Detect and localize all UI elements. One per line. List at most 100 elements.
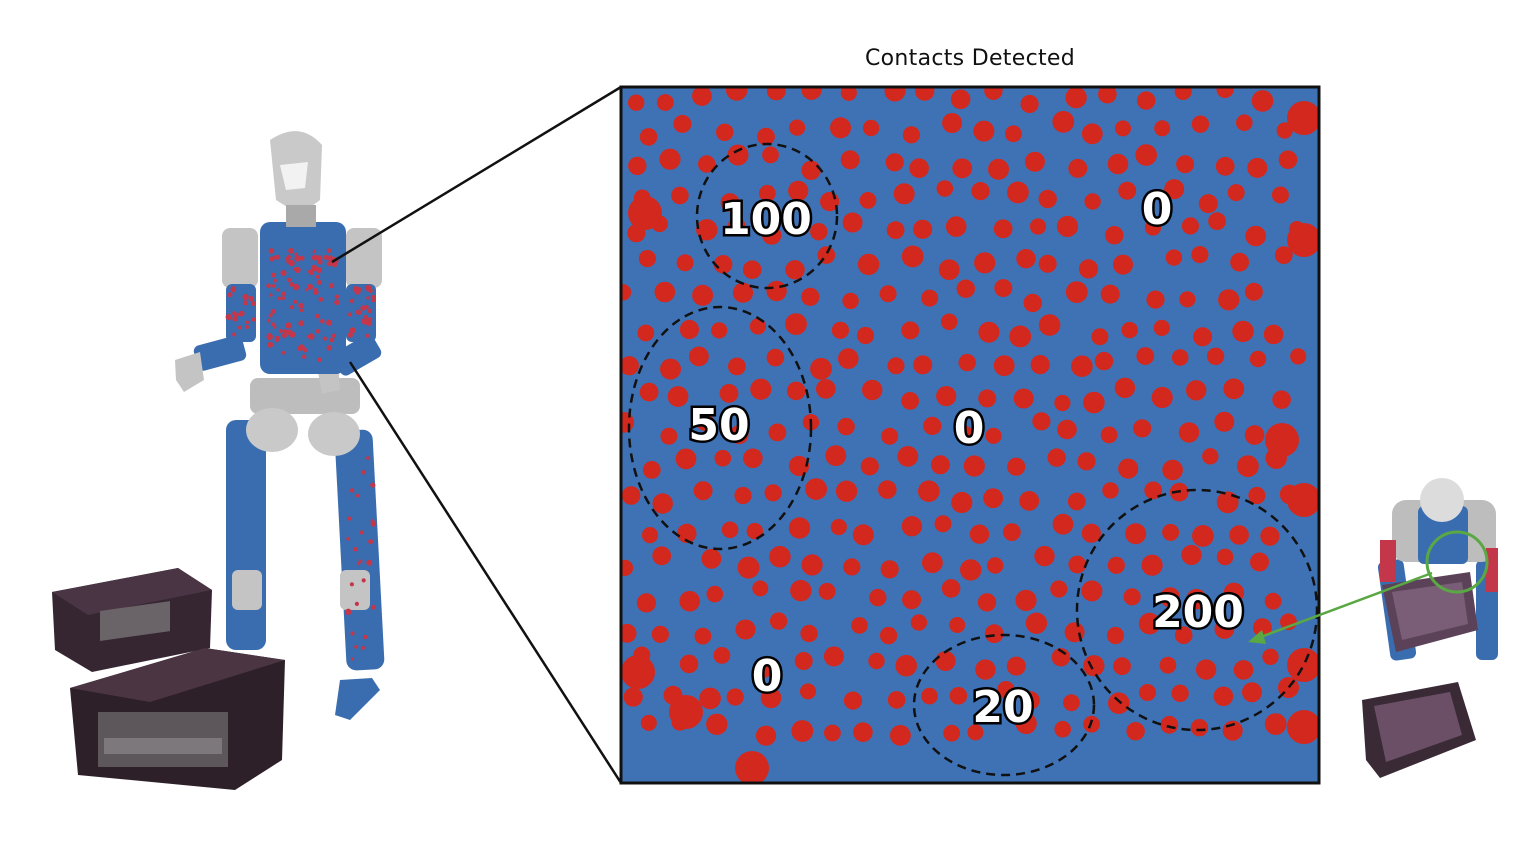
sensor-dot <box>737 556 760 579</box>
sensor-dot-large <box>1265 423 1299 457</box>
sensor-dot <box>838 348 859 369</box>
sensor-dot <box>1032 412 1051 431</box>
sensor-dot <box>975 659 996 680</box>
sensor-dot <box>842 212 863 233</box>
robot-sensor-dot <box>366 456 370 460</box>
sensor-dot <box>1003 523 1021 541</box>
robot-sensor-dot <box>353 546 358 552</box>
sensor-dot <box>1208 212 1226 231</box>
sensor-dot <box>1229 525 1249 545</box>
robot-sensor-dot <box>366 296 370 300</box>
robot-sensor-dot <box>329 337 335 343</box>
sensor-dot <box>1138 612 1161 635</box>
robot-sensor-dot <box>368 288 373 294</box>
sensor-dot <box>621 623 637 643</box>
sensor-dot <box>1121 321 1138 339</box>
sensor-dot <box>1081 123 1103 145</box>
sensor-dot <box>890 725 911 746</box>
sensor-dot <box>755 725 777 746</box>
sensor-dot <box>1154 120 1171 137</box>
sensor-dot <box>728 357 746 376</box>
sensor-dot <box>788 180 809 201</box>
sensor-dot <box>977 593 997 612</box>
sensor-dot <box>901 245 924 268</box>
sensor-dot <box>758 184 776 202</box>
robot-sensor-dot <box>316 255 323 262</box>
sensor-dot <box>879 626 898 645</box>
sensor-dot <box>887 691 906 709</box>
contact-count-upper-left: 100 <box>720 194 812 245</box>
robot-sensor-dot <box>350 657 354 661</box>
sensor-dot <box>1067 492 1086 511</box>
sensor-dot <box>842 292 859 310</box>
robot-sensor-dot <box>267 341 274 348</box>
sensor-dot <box>1107 153 1129 175</box>
sensor-dot <box>1077 452 1096 471</box>
robot-sensor-dot <box>266 283 271 289</box>
robot-sensor-dot <box>350 631 355 636</box>
sensor-dot <box>885 153 904 172</box>
sensor-dot <box>1105 226 1124 245</box>
sensor-dot <box>692 87 712 106</box>
zoom-line-top <box>331 85 622 264</box>
robot-sensor-dot <box>268 313 273 318</box>
robot-sensor-dot <box>328 283 335 289</box>
sensor-dot <box>956 279 975 298</box>
sensor-dot <box>1242 682 1262 703</box>
sensor-dot <box>639 128 658 146</box>
sensor-dot-large <box>735 751 769 783</box>
sensor-dot <box>935 651 956 671</box>
region-circle-left <box>627 305 813 551</box>
sensor-dot <box>969 524 990 544</box>
sensor-dot <box>659 148 681 170</box>
sensor-dot <box>818 582 836 600</box>
sensor-dot <box>862 379 883 401</box>
robot-sensor-dot <box>298 302 304 309</box>
robot-sensor-dot <box>288 259 295 267</box>
sensor-dot <box>768 423 787 442</box>
sensor-dot-large <box>1287 710 1319 744</box>
robot-sensor-dot <box>266 318 271 323</box>
robot-sensor-dot <box>237 325 242 330</box>
sensor-dot-large <box>621 655 655 689</box>
sensor-dot <box>785 313 807 335</box>
sensor-dot <box>1030 355 1050 375</box>
sensor-dot <box>652 546 672 566</box>
sensor-dot <box>746 522 763 540</box>
contact-arrow-shaft <box>1257 571 1433 640</box>
sensor-dot <box>794 652 813 670</box>
humanoid-robot-standing <box>52 131 385 790</box>
sensor-dot <box>851 617 868 634</box>
sensor-dot <box>1009 325 1032 348</box>
robot-sensor-dot <box>315 329 321 334</box>
sensor-dot <box>840 150 860 170</box>
sensor-dot <box>1253 618 1272 637</box>
robot-sensor-dot <box>352 286 359 292</box>
sensor-dot <box>638 250 657 268</box>
sensor-dot <box>752 580 769 597</box>
sensor-dot <box>942 113 963 133</box>
sensor-dot <box>831 321 850 339</box>
contact-arrow-head <box>1248 630 1266 644</box>
sensor-dot <box>978 321 1000 343</box>
robot-sensor-dot <box>289 281 295 287</box>
robot-sensor-dot <box>354 601 359 607</box>
sensor-dot <box>1244 282 1263 301</box>
sensor-dot <box>1118 458 1139 479</box>
robot-sensor-dot <box>273 278 277 283</box>
sensor-dot <box>1029 218 1047 235</box>
sensor-dot <box>713 647 731 664</box>
robot-sensor-dot <box>288 247 294 254</box>
sensor-dot <box>801 87 822 100</box>
sensor-dot <box>760 687 782 709</box>
robot-sensor-dot <box>322 336 327 341</box>
sensor-dot <box>660 358 681 380</box>
sensor-dot <box>1038 254 1057 273</box>
sensor-dot <box>922 552 943 574</box>
robot-sensor-dot <box>354 645 358 649</box>
sensor-dot <box>679 654 699 674</box>
sensor-dot <box>1081 523 1101 543</box>
sensor-dot <box>1264 592 1282 610</box>
sensor-dot <box>727 217 746 235</box>
sensor-dot <box>800 624 818 643</box>
